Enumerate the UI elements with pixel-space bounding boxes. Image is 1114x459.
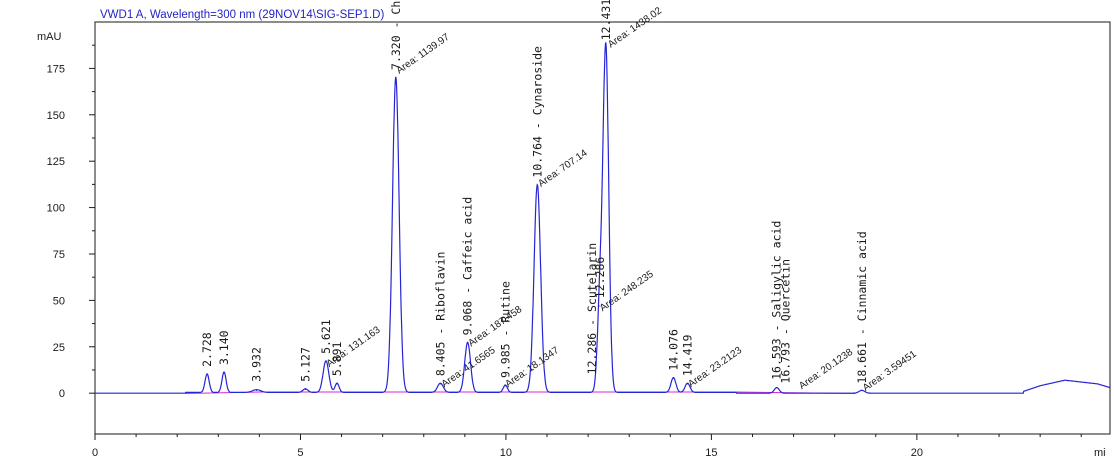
x-tick-label: 5 (297, 447, 303, 459)
peak-apex (776, 387, 778, 389)
y-tick-label: 0 (59, 388, 65, 400)
peak-label: 14.076 (666, 329, 680, 371)
peak-label: 8.405 - Riboflavin (433, 252, 447, 377)
peak-apex (325, 361, 327, 363)
peak-apex (223, 372, 225, 374)
peak-apex (599, 305, 601, 307)
peak-label: 2.728 (200, 332, 214, 367)
axis-ticks: 0 25 50 75 100 125 150 175 0 5 10 15 20 (47, 44, 1082, 459)
y-axis-label: mAU (37, 31, 62, 43)
peak-label: 5.621 (319, 319, 333, 354)
peak-apex (467, 342, 469, 344)
peak-apex (336, 383, 338, 385)
x-tick-label: 0 (92, 447, 98, 459)
x-axis-label: mi (1094, 447, 1106, 459)
peak-apex (605, 47, 607, 49)
plot-frame (94, 21, 1111, 435)
chart-title: VWD1 A, Wavelength=300 nm (29NOV14\SIG-S… (100, 9, 384, 21)
peak-label: 9.985 - Rutine (498, 281, 512, 378)
peak-label: 12.286 (593, 257, 607, 299)
peak-label: 12.286 - Scutelarin (585, 243, 599, 375)
y-tick-label: 25 (53, 342, 65, 354)
peak-apex (304, 388, 306, 391)
peak-label: 5.127 (298, 347, 312, 382)
peak-label: 7.320 - Chlorogenic acid (389, 0, 403, 70)
y-tick-label: 50 (53, 295, 65, 307)
peak-label: 3.932 (250, 347, 264, 382)
peak-apex (206, 374, 208, 376)
peak-label: 9.068 - Caffeic acid (461, 197, 475, 335)
peak-label: 10.764 - Cynaroside (530, 46, 544, 178)
x-tick-label: 10 (500, 447, 512, 459)
y-tick-label: 175 (47, 63, 65, 75)
peak-apex (439, 383, 441, 385)
peak-apex (395, 77, 397, 79)
peak-label: 3.140 (217, 330, 231, 365)
peak-apex (536, 184, 538, 186)
x-tick-label: 15 (705, 447, 717, 459)
peak-label: 14.419 (681, 335, 695, 377)
peak-apex (672, 377, 675, 379)
y-tick-label: 150 (47, 110, 65, 122)
peak-label: 16.593 - Saligylic acid (770, 221, 784, 380)
y-tick-label: 125 (47, 156, 65, 168)
signal-trace (95, 42, 1110, 394)
x-tick-label: 20 (911, 447, 923, 459)
peak-label: 12.431 (599, 0, 613, 40)
peak-apex (861, 389, 863, 391)
peak-apex (504, 385, 506, 387)
peak-label: 5.891 (330, 341, 344, 376)
y-tick-label: 75 (53, 249, 65, 261)
y-tick-label: 100 (47, 203, 65, 215)
signal-line (95, 42, 1110, 394)
peak-label: 18.661 - Cinnamic acid (855, 231, 869, 383)
peak-label: 16.793 - Quercetin (778, 259, 792, 384)
peak-apex (686, 383, 689, 385)
peak-apex (255, 389, 258, 391)
